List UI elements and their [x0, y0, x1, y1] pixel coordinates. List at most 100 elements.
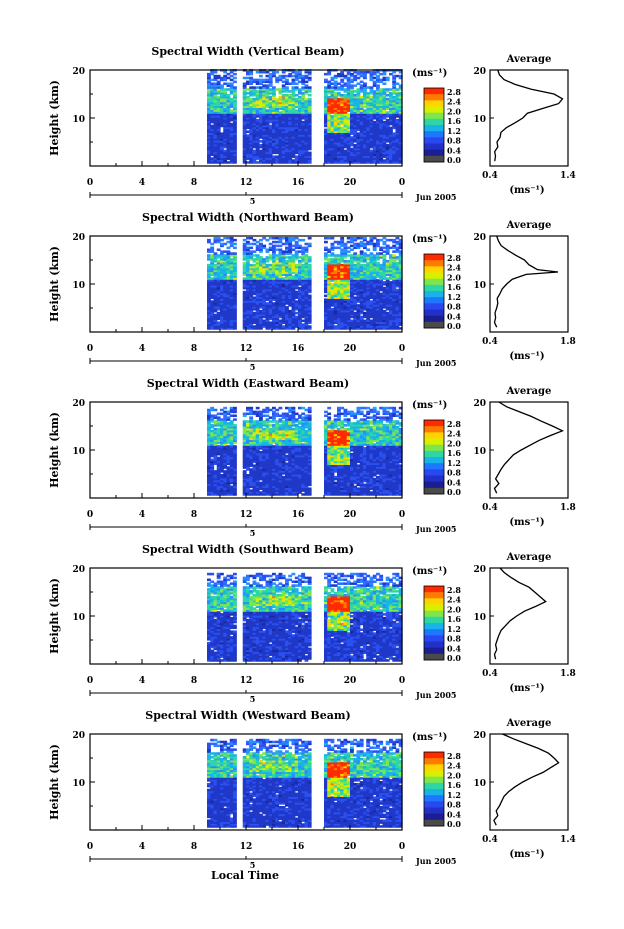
colorbar-swatch — [424, 297, 444, 304]
colorbar-unit: (ms⁻¹) — [412, 732, 447, 743]
colorbar-swatch — [424, 801, 444, 808]
colorbar-swatch — [424, 819, 444, 827]
colorbar-swatch — [424, 752, 444, 759]
heatmap-cells — [207, 69, 403, 164]
colorbar-swatch — [424, 623, 444, 630]
colorbar-swatch — [424, 260, 444, 267]
colorbar-tick: 2.4 — [447, 761, 461, 771]
average-profile-line — [493, 567, 547, 660]
colorbar-tick: 0.8 — [447, 634, 461, 644]
colorbar-tick: 1.2 — [447, 458, 461, 468]
colorbar-swatch — [424, 266, 444, 273]
colorbar-tick: 0.0 — [447, 321, 461, 331]
colorbar-swatch — [424, 586, 444, 593]
heatmap-cells — [207, 406, 403, 496]
colorbar-swatch — [424, 94, 444, 101]
colorbar-swatch — [424, 604, 444, 612]
colorbar-swatch — [424, 88, 444, 95]
colorbar-unit: (ms⁻¹) — [412, 400, 447, 411]
average-x-tick: 1.8 — [560, 337, 576, 347]
colorbar-tick: 0.8 — [447, 136, 461, 146]
colorbar-swatch — [424, 789, 444, 796]
colorbar-tick: 1.2 — [447, 126, 461, 136]
average-y-tick: 20 — [473, 399, 486, 409]
colorbar-tick: 2.4 — [447, 429, 461, 439]
colorbar-swatch — [424, 420, 444, 427]
colorbar-swatch — [424, 813, 444, 821]
colorbar-tick: 0.4 — [447, 311, 461, 321]
colorbar-swatch — [424, 487, 444, 495]
colorbar-swatch — [424, 291, 444, 298]
colorbar-swatch — [424, 112, 444, 120]
y-tick-label: 20 — [72, 731, 85, 741]
colorbar-tick: 2.4 — [447, 97, 461, 107]
panel-title: Spectral Width (Westward Beam) — [145, 709, 350, 722]
average-profile-line — [493, 235, 559, 328]
colorbar-tick: 1.6 — [447, 448, 461, 458]
average-profile-line — [493, 733, 560, 826]
y-axis-label: Height (km) — [48, 744, 61, 820]
x-axis-title: Local Time — [211, 869, 279, 882]
colorbar-tick: 1.6 — [447, 282, 461, 292]
colorbar-swatch — [424, 444, 444, 452]
panel-2: Spectral Width (Northward Beam) 20 10 Heigh… — [48, 211, 576, 372]
y-axis-label: Height (km) — [48, 412, 61, 488]
x-tick-label: 4 — [139, 344, 145, 354]
x-tick-label: 20 — [344, 842, 357, 852]
panel-1: Spectral Width (Vertical Beam) 20 10 Height… — [48, 45, 576, 206]
colorbar-tick: 1.6 — [447, 780, 461, 790]
colorbar-tick: 2.8 — [447, 253, 461, 263]
average-y-tick: 20 — [473, 565, 486, 575]
panel-title: Spectral Width (Eastward Beam) — [147, 377, 349, 390]
x-tick-label: 20 — [344, 344, 357, 354]
date-marker: 5 — [250, 528, 256, 538]
average-frame — [489, 235, 569, 333]
panels-group: Spectral Width (Vertical Beam) 20 10 Height… — [48, 45, 576, 870]
colorbar-swatch — [424, 592, 444, 599]
colorbar-tick: 2.4 — [447, 263, 461, 273]
colorbar-tick: 0.4 — [447, 809, 461, 819]
colorbar-swatch — [424, 321, 444, 329]
colorbar-tick: 2.8 — [447, 419, 461, 429]
x-tick-label: 0 — [399, 344, 405, 354]
date-marker: 5 — [250, 694, 256, 704]
average-y-tick: 10 — [473, 613, 486, 623]
average-frame — [489, 733, 569, 831]
colorbar-swatch — [424, 475, 444, 483]
colorbar-swatch — [424, 155, 444, 163]
average-profile-line — [494, 69, 564, 162]
panel-5: Spectral Width (Westward Beam) 20 10 Height… — [48, 709, 576, 870]
colorbar-swatch — [424, 616, 444, 624]
colorbar-swatch — [424, 432, 444, 439]
average-y-tick: 10 — [473, 115, 486, 125]
colorbar-swatch — [424, 106, 444, 114]
x-tick-label: 16 — [292, 842, 305, 852]
average-x-label: (ms⁻¹) — [509, 351, 544, 362]
colorbar-swatch — [424, 795, 444, 802]
date-marker: 5 — [250, 860, 256, 870]
colorbar-swatch — [424, 647, 444, 655]
colorbar-swatch — [424, 278, 444, 286]
x-tick-label: 0 — [399, 178, 405, 188]
colorbar-tick: 1.6 — [447, 116, 461, 126]
x-tick-label: 0 — [87, 344, 93, 354]
date-label: Jun 2005 — [415, 192, 456, 202]
colorbar-tick: 0.0 — [447, 819, 461, 829]
date-label: Jun 2005 — [415, 856, 456, 866]
colorbar-tick: 0.8 — [447, 468, 461, 478]
y-tick-label: 20 — [72, 67, 85, 77]
colorbar-tick: 1.2 — [447, 790, 461, 800]
colorbar-unit: (ms⁻¹) — [412, 234, 447, 245]
x-tick-label: 4 — [139, 510, 145, 520]
y-tick-label: 20 — [72, 565, 85, 575]
x-tick-label: 12 — [240, 676, 253, 686]
colorbar-swatch — [424, 254, 444, 261]
x-tick-label: 8 — [191, 676, 197, 686]
colorbar-swatch — [424, 598, 444, 605]
average-y-tick: 10 — [473, 779, 486, 789]
colorbar-tick: 0.8 — [447, 800, 461, 810]
x-tick-label: 4 — [139, 178, 145, 188]
average-y-tick: 10 — [473, 447, 486, 457]
x-tick-label: 16 — [292, 676, 305, 686]
x-tick-label: 0 — [87, 178, 93, 188]
